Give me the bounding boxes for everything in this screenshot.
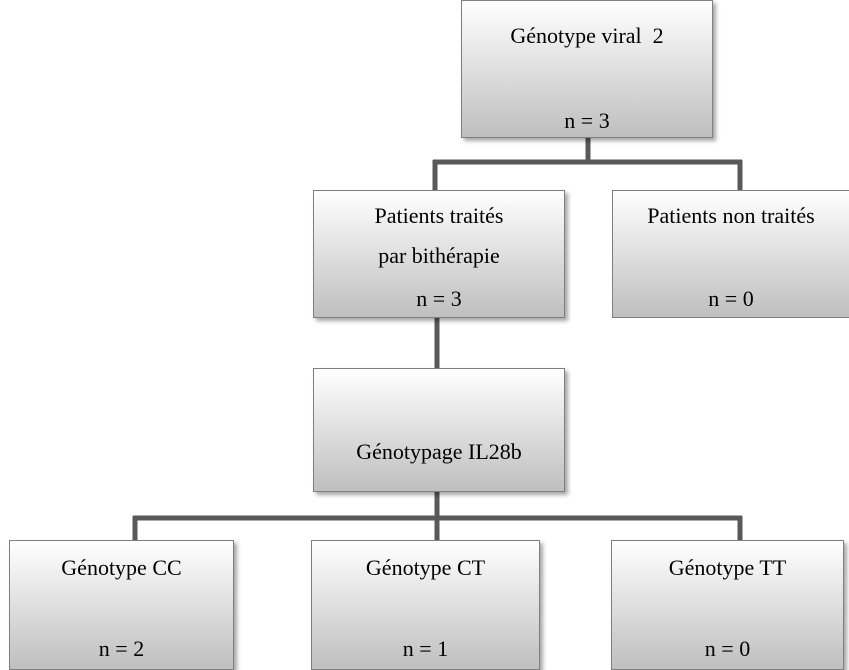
node-text: n = 2 [98,636,145,661]
node-box: Génotype viral 2 n = 3 [461,0,713,138]
node-text: Patients traités [374,203,504,228]
node-text: n = 3 [564,108,610,133]
node-text: Génotype viral 2 [510,23,664,48]
node-box: Génotype CT n = 1 [311,540,540,670]
node-text: par bithérapie [378,243,500,268]
node-text: n = 1 [402,636,449,661]
node-text: Génotype CC [61,555,182,580]
node-text: n = 0 [704,636,751,661]
node-box: Génotypage IL28b [313,368,565,492]
node-box: Patients traités par bithérapie n = 3 [313,190,565,318]
node-text: Génotype CT [365,555,486,580]
node-text: Génotypage IL28b [356,439,522,464]
node-box: Génotype TT n = 0 [611,540,844,670]
node-text: n = 0 [708,286,754,311]
node-box: Génotype CC n = 2 [9,540,234,670]
node-text: Patients non traités [647,203,815,228]
node-box: Patients non traités n = 0 [612,190,849,318]
node-text: n = 3 [416,286,462,311]
node-text: Génotype TT [668,555,787,580]
